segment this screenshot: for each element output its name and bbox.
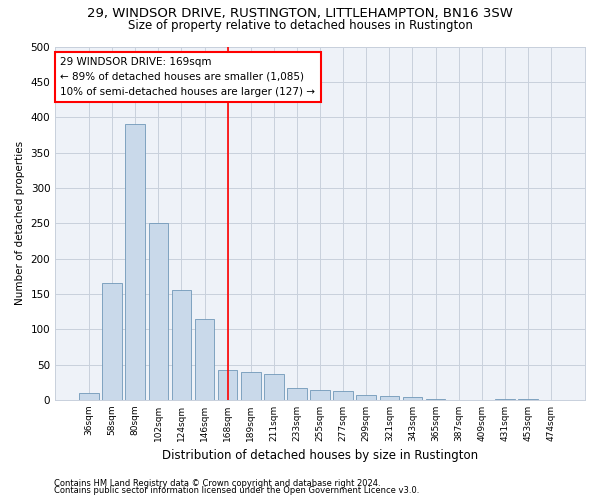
Text: Size of property relative to detached houses in Rustington: Size of property relative to detached ho… bbox=[128, 18, 472, 32]
Bar bbox=[172, 290, 191, 400]
Text: 29, WINDSOR DRIVE, RUSTINGTON, LITTLEHAMPTON, BN16 3SW: 29, WINDSOR DRIVE, RUSTINGTON, LITTLEHAM… bbox=[87, 8, 513, 20]
Bar bbox=[79, 393, 99, 400]
Bar bbox=[426, 398, 445, 400]
Bar bbox=[356, 395, 376, 400]
Bar bbox=[103, 284, 122, 400]
Bar bbox=[495, 398, 515, 400]
Bar bbox=[125, 124, 145, 400]
Bar bbox=[195, 318, 214, 400]
Text: Contains public sector information licensed under the Open Government Licence v3: Contains public sector information licen… bbox=[54, 486, 419, 495]
Bar bbox=[264, 374, 284, 400]
X-axis label: Distribution of detached houses by size in Rustington: Distribution of detached houses by size … bbox=[162, 450, 478, 462]
Y-axis label: Number of detached properties: Number of detached properties bbox=[15, 141, 25, 306]
Bar bbox=[310, 390, 330, 400]
Bar bbox=[334, 392, 353, 400]
Text: Contains HM Land Registry data © Crown copyright and database right 2024.: Contains HM Land Registry data © Crown c… bbox=[54, 478, 380, 488]
Bar bbox=[287, 388, 307, 400]
Bar bbox=[149, 223, 168, 400]
Bar bbox=[218, 370, 238, 400]
Bar bbox=[241, 372, 260, 400]
Bar bbox=[403, 397, 422, 400]
Bar bbox=[518, 398, 538, 400]
Bar bbox=[380, 396, 399, 400]
Text: 29 WINDSOR DRIVE: 169sqm
← 89% of detached houses are smaller (1,085)
10% of sem: 29 WINDSOR DRIVE: 169sqm ← 89% of detach… bbox=[61, 57, 316, 96]
